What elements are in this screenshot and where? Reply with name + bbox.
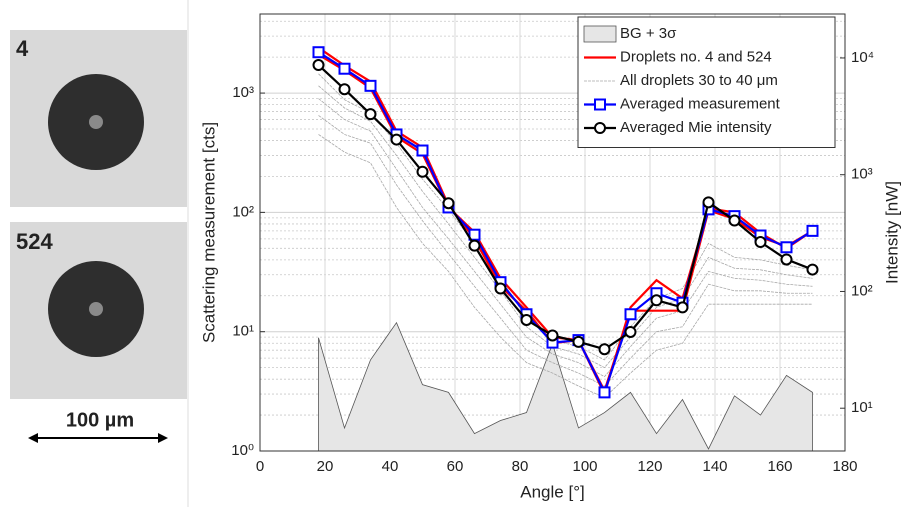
scale-bar-label: 100 µm	[66, 409, 134, 431]
marker	[442, 197, 455, 210]
legend-label: All droplets 30 to 40 μm	[620, 72, 778, 89]
marker	[494, 282, 507, 295]
y2-tick-label: 10²	[851, 282, 873, 299]
marker	[624, 308, 637, 321]
x-tick-label: 20	[317, 458, 334, 475]
marker	[598, 386, 611, 399]
legend-swatch	[583, 25, 617, 43]
marker	[546, 329, 559, 342]
y-axis-label: Scattering measurement [cts]	[199, 122, 218, 343]
droplet-center	[89, 302, 103, 316]
thin-line	[318, 115, 813, 387]
legend-label: Averaged measurement	[620, 95, 781, 112]
y-tick-label: 10⁰	[231, 442, 254, 459]
x-tick-label: 120	[637, 458, 662, 475]
marker	[468, 239, 481, 252]
thin-line	[318, 73, 813, 361]
marker	[702, 196, 715, 209]
marker	[780, 253, 793, 266]
x-tick-label: 160	[767, 458, 792, 475]
marker	[364, 79, 377, 92]
y-tick-label: 10²	[232, 203, 254, 220]
image-label: 4	[16, 36, 29, 61]
marker	[598, 343, 611, 356]
x-tick-label: 140	[702, 458, 727, 475]
legend-marker	[594, 98, 606, 111]
thin-line	[318, 134, 813, 399]
y2-tick-label: 10⁴	[851, 49, 874, 66]
marker	[390, 133, 403, 146]
y2-tick-label: 10¹	[851, 399, 873, 416]
marker	[338, 62, 351, 75]
droplet-images: 4 524 100 µm	[10, 0, 189, 507]
legend-label: Droplets no. 4 and 524	[620, 48, 772, 65]
area	[318, 321, 813, 452]
thin-line	[318, 85, 813, 369]
marker	[364, 108, 377, 121]
marker	[806, 224, 819, 237]
x-tick-label: 60	[447, 458, 464, 475]
x-tick-label: 180	[832, 458, 857, 475]
marker	[312, 59, 325, 72]
y-tick-label: 10³	[232, 84, 254, 101]
y2-tick-label: 10³	[851, 166, 873, 183]
marker	[754, 236, 767, 249]
x-tick-label: 0	[256, 458, 264, 475]
marker	[806, 263, 819, 276]
plot: 0 20 40 60 80 100 120 140 160 180 10⁰ 10¹ 10² 10³ 10¹ 1…	[199, 13, 901, 501]
x-tick-label: 100	[572, 458, 597, 475]
x-axis-label: Angle [°]	[520, 482, 584, 501]
legend-marker	[594, 122, 606, 134]
legend-label: Averaged Mie intensity	[620, 119, 772, 136]
x-tick-label: 80	[512, 458, 529, 475]
legend-box	[577, 16, 836, 148]
plot-frame	[259, 13, 846, 452]
marker	[650, 294, 663, 307]
marker	[572, 335, 585, 348]
image-label: 524	[16, 229, 53, 254]
x-tick-label: 40	[382, 458, 399, 475]
marker	[676, 301, 689, 314]
thin-line	[318, 98, 813, 378]
legend-label: BG + 3σ	[620, 25, 677, 42]
droplet-center	[89, 115, 103, 129]
y2-axis-label: Intensity [nW]	[882, 181, 901, 284]
marker	[416, 144, 429, 157]
marker	[338, 83, 351, 96]
marker	[780, 241, 793, 254]
marker	[520, 313, 533, 326]
marker	[416, 165, 429, 178]
y-tick-label: 10¹	[232, 323, 254, 340]
marker	[624, 325, 637, 338]
marker	[728, 214, 741, 227]
marker	[312, 46, 325, 59]
